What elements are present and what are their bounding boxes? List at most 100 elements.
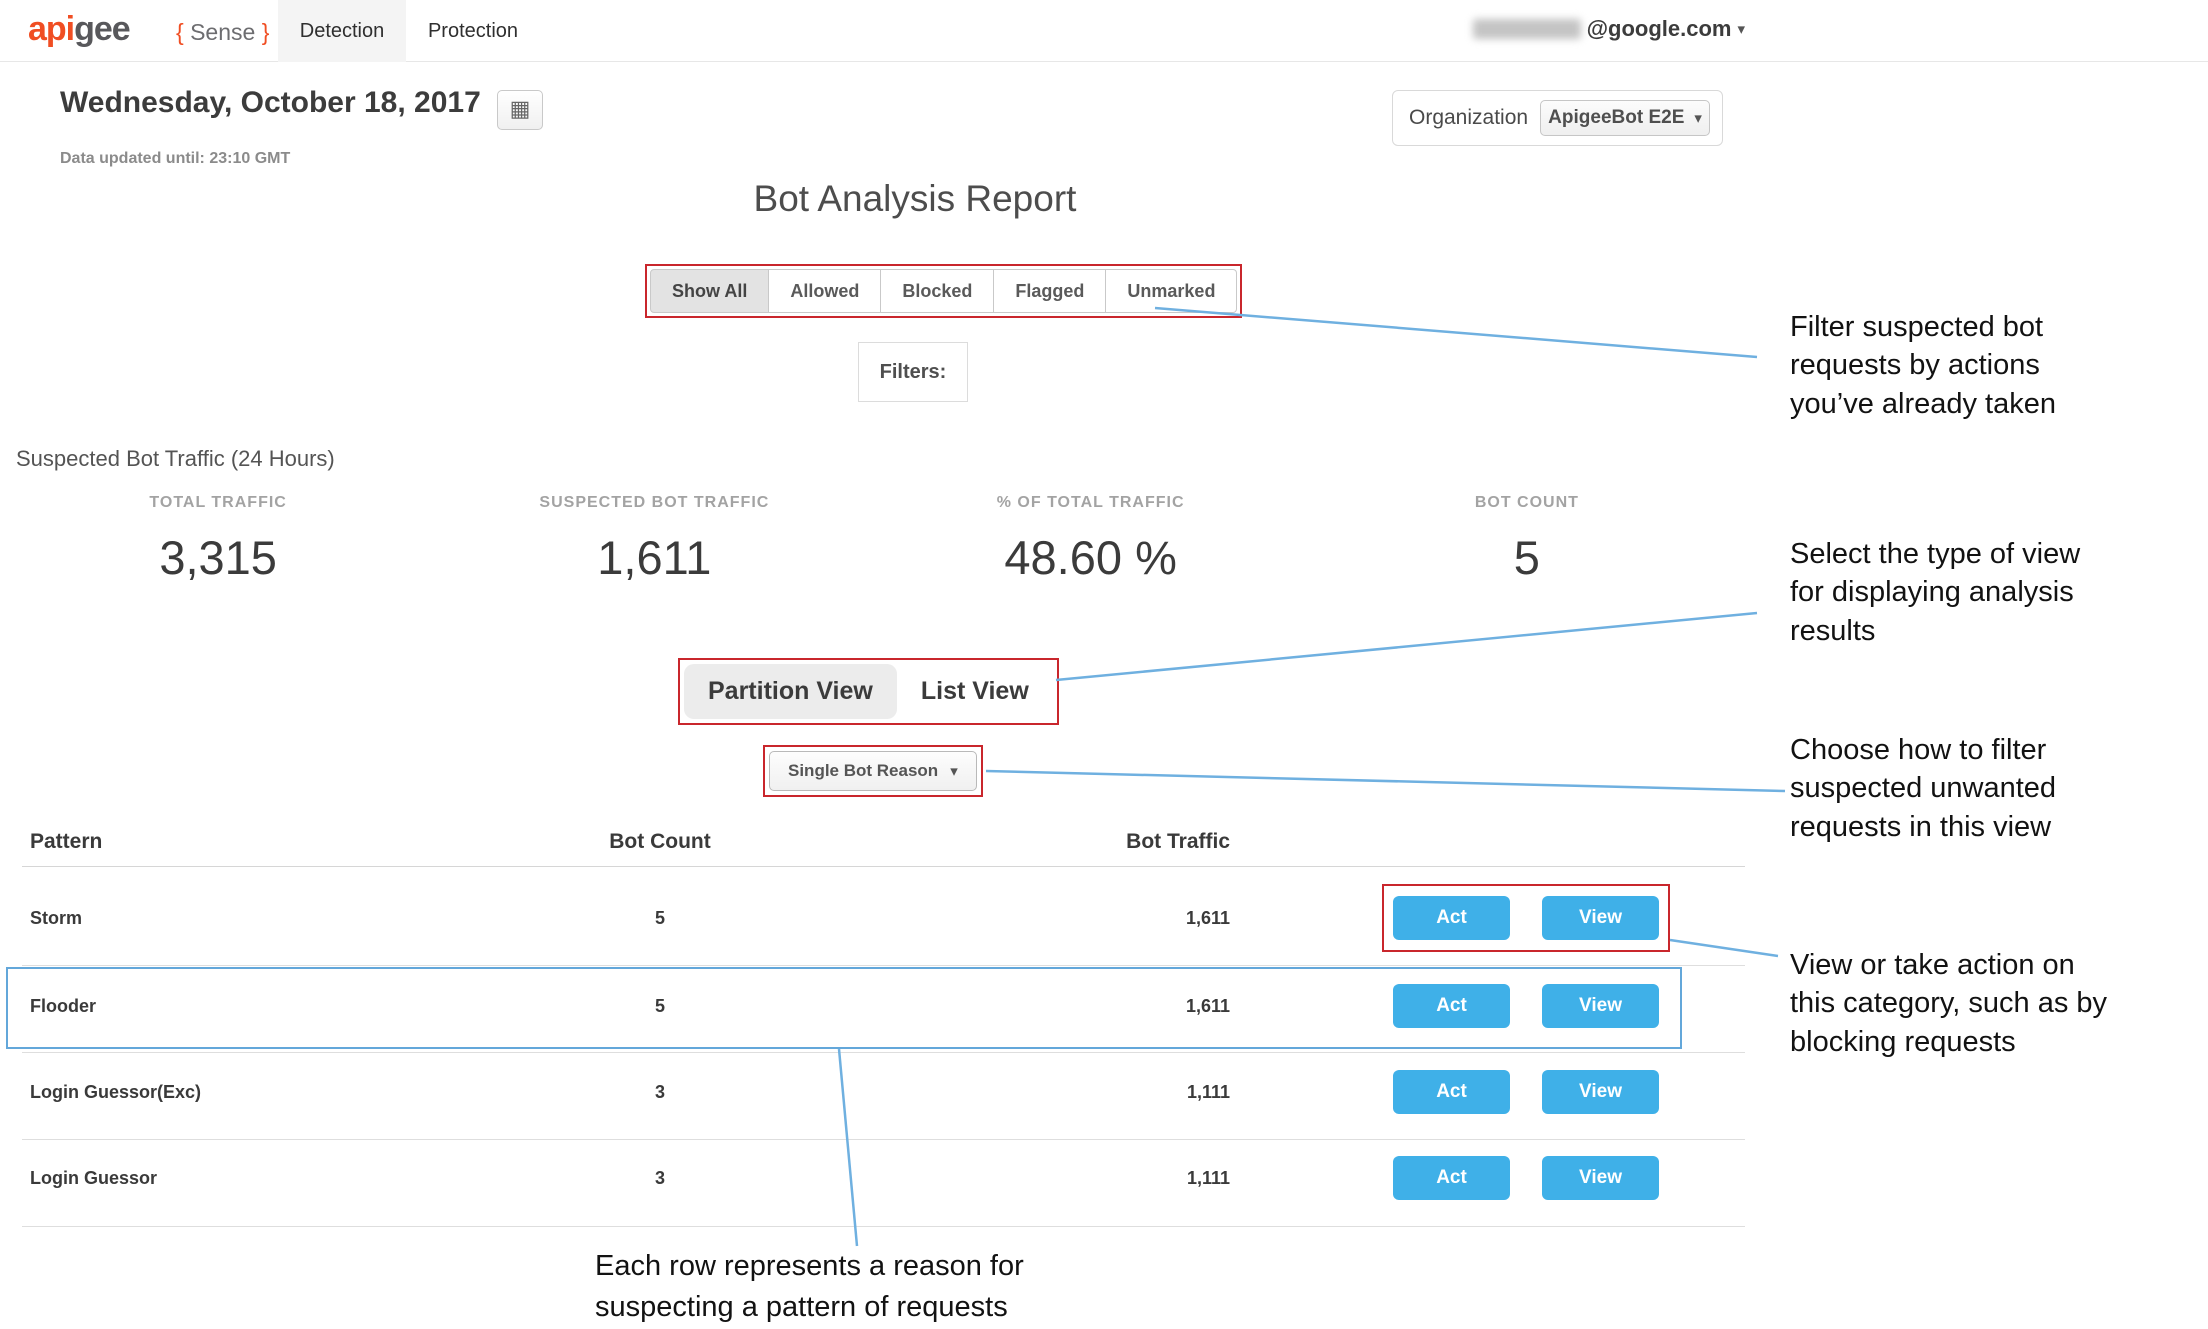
filter-blocked-label: Blocked [902, 280, 973, 301]
sense-logo: { Sense } [176, 19, 269, 46]
organization-panel: Organization ApigeeBot E2E ▾ [1392, 90, 1723, 146]
annotation-take-action: View or take action on this category, su… [1790, 949, 2108, 1058]
stat-percent-total-traffic: % OF TOTAL TRAFFIC 48.60 % [873, 494, 1309, 585]
view-button[interactable]: View [1542, 1070, 1659, 1114]
section-title-suspected-traffic: Suspected Bot Traffic (24 Hours) [16, 446, 335, 471]
stat-value: 3,315 [159, 531, 277, 584]
table-row-divider [22, 965, 1745, 966]
filters-box[interactable]: Filters: [858, 342, 968, 402]
act-button-label: Act [1436, 995, 1467, 1016]
table-row-pattern: Storm [30, 908, 83, 928]
partition-view-label: Partition View [708, 677, 873, 705]
chevron-down-icon: ▾ [950, 762, 958, 780]
stat-bot-count: BOT COUNT 5 [1309, 494, 1745, 585]
filters-label: Filters: [879, 360, 947, 383]
view-button-label: View [1579, 907, 1622, 928]
list-view-tab[interactable]: List View [897, 664, 1053, 719]
annotation-filter-actions: Filter suspected bot requests by actions… [1790, 311, 2056, 420]
callout-line-filters [1154, 306, 1758, 359]
stat-label: TOTAL TRAFFIC [149, 494, 287, 511]
filter-allowed-label: Allowed [790, 280, 860, 301]
list-view-label: List View [920, 677, 1029, 705]
organization-dropdown[interactable]: ApigeeBot E2E ▾ [1540, 100, 1710, 136]
table-row-divider [22, 1139, 1745, 1140]
calendar-icon: ▦ [509, 97, 531, 122]
filter-unmarked-button[interactable]: Unmarked [1106, 269, 1238, 313]
sense-brace-open: { [176, 19, 184, 45]
chevron-down-icon: ▾ [1694, 109, 1702, 127]
view-button[interactable]: View [1542, 1156, 1659, 1200]
filter-flagged-button[interactable]: Flagged [994, 269, 1107, 313]
filter-unmarked-label: Unmarked [1127, 280, 1216, 301]
act-button-label: Act [1436, 907, 1467, 928]
tab-detection-label: Detection [299, 19, 385, 42]
table-row-bot-traffic: 1,611 [1185, 996, 1230, 1016]
filter-flagged-label: Flagged [1015, 280, 1085, 301]
annotation-box-filters: Show All Allowed Blocked Flagged Unmarke… [645, 264, 1243, 318]
redacted-username [1472, 19, 1581, 39]
view-button-label: View [1579, 1081, 1622, 1102]
act-button-label: Act [1436, 1167, 1467, 1188]
tab-protection-label: Protection [427, 19, 519, 42]
table-row-bot-traffic: 1,111 [1186, 1082, 1230, 1102]
report-date: Wednesday, October 18, 2017 [60, 86, 481, 119]
logo-api-text: api [28, 10, 75, 48]
filter-blocked-button[interactable]: Blocked [881, 269, 995, 313]
table-row-bot-count: 5 [654, 996, 665, 1016]
annotation-view-type: Select the type of view for displaying a… [1790, 538, 2081, 647]
table-header-divider [22, 866, 1745, 867]
filter-allowed-button[interactable]: Allowed [769, 269, 882, 313]
table-row-bot-count: 3 [654, 1082, 665, 1102]
annotation-box-reason-dropdown: Single Bot Reason ▾ [763, 745, 983, 797]
bot-reason-dropdown[interactable]: Single Bot Reason ▾ [769, 751, 977, 791]
organization-value: ApigeeBot E2E [1548, 107, 1685, 128]
tab-detection[interactable]: Detection [278, 0, 406, 62]
callout-line-act-view [1669, 938, 1779, 958]
page-title: Bot Analysis Report [753, 178, 1077, 219]
apigee-logo: apigee [28, 10, 131, 49]
view-button-label: View [1579, 1167, 1622, 1188]
act-button[interactable]: Act [1393, 896, 1510, 940]
logo-gee-text: gee [74, 10, 131, 48]
stat-label: % OF TOTAL TRAFFIC [996, 494, 1185, 511]
user-email: @google.com [1586, 16, 1732, 41]
table-row-divider [22, 1226, 1745, 1227]
annotation-filter-view: Choose how to filter suspected unwanted … [1790, 734, 2057, 843]
filter-show-all-button[interactable]: Show All [650, 269, 770, 313]
callout-line-reason-dropdown [985, 769, 1786, 793]
annotation-row-reason: Each row represents a reason for suspect… [595, 1250, 1024, 1324]
table-row-bot-count: 5 [654, 908, 665, 928]
column-header-pattern: Pattern [30, 830, 103, 853]
view-button[interactable]: View [1542, 984, 1659, 1028]
date-picker-button[interactable]: ▦ [497, 90, 543, 130]
annotation-box-view-toggle: Partition View List View [678, 658, 1059, 725]
stat-label: SUSPECTED BOT TRAFFIC [539, 494, 770, 511]
table-row-bot-traffic: 1,611 [1185, 908, 1230, 928]
act-button[interactable]: Act [1393, 984, 1510, 1028]
tab-protection[interactable]: Protection [406, 0, 540, 62]
stats-row: TOTAL TRAFFIC 3,315 SUSPECTED BOT TRAFFI… [0, 494, 1745, 585]
stat-value: 1,611 [597, 531, 712, 584]
chevron-down-icon: ▾ [1737, 20, 1745, 38]
callout-line-view-toggle [1055, 611, 1758, 682]
table-row-divider [22, 1052, 1745, 1053]
view-button-label: View [1579, 995, 1622, 1016]
user-account-menu[interactable]: @google.com ▾ [1472, 16, 1745, 42]
callout-line-row-reason [837, 1048, 859, 1247]
act-button[interactable]: Act [1393, 1156, 1510, 1200]
table-row-pattern: Login Guessor(Exc) [30, 1082, 202, 1102]
act-button[interactable]: Act [1393, 1070, 1510, 1114]
table-row-pattern: Login Guessor [30, 1168, 158, 1188]
column-header-bot-count: Bot Count [609, 830, 711, 853]
stat-suspected-bot-traffic: SUSPECTED BOT TRAFFIC 1,611 [436, 494, 872, 585]
sense-brace-close: } [261, 19, 270, 45]
data-updated-label: Data updated until: 23:10 GMT [60, 150, 291, 167]
view-button[interactable]: View [1542, 896, 1659, 940]
stat-value: 48.60 % [1004, 531, 1177, 584]
act-button-label: Act [1436, 1081, 1467, 1102]
filter-show-all-label: Show All [672, 280, 748, 301]
partition-view-tab[interactable]: Partition View [684, 664, 897, 719]
top-navbar: apigee { Sense } Detection Protection @g… [0, 0, 2208, 62]
table-row-bot-count: 3 [654, 1168, 665, 1188]
table-row-pattern: Flooder [30, 996, 96, 1016]
